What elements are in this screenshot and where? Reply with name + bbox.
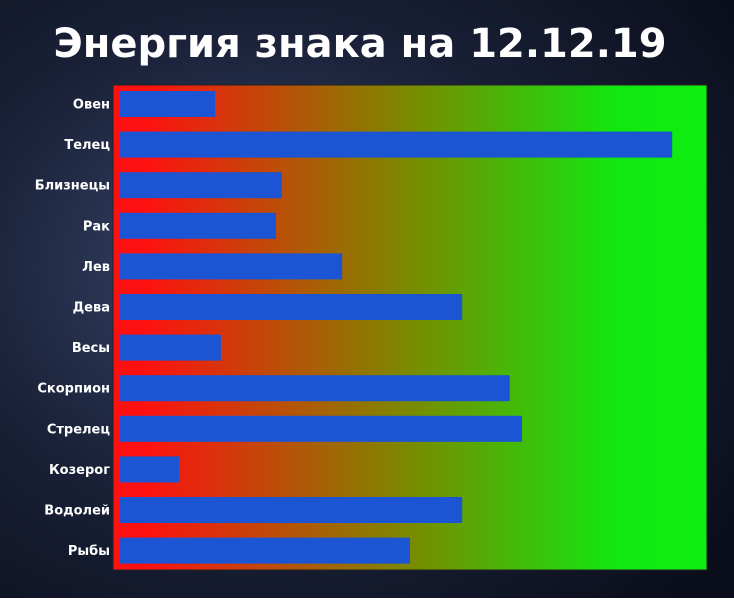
chart-title: Энергия знака на 12.12.19 — [53, 21, 666, 67]
bar — [120, 456, 180, 483]
bar — [120, 415, 522, 442]
bar — [120, 212, 277, 239]
y-tick-label: Козерог — [49, 463, 110, 478]
bar — [120, 537, 410, 564]
y-tick-label: Стрелец — [47, 422, 111, 437]
bar — [120, 172, 282, 199]
y-tick-label: Близнецы — [35, 179, 110, 194]
bar — [120, 375, 510, 402]
y-tick-label: Скорпион — [37, 382, 110, 397]
bar — [120, 131, 673, 158]
y-tick-label: Овен — [73, 98, 110, 113]
y-tick-label: Водолей — [44, 504, 110, 519]
y-tick-label: Дева — [73, 301, 110, 316]
y-tick-label: Лев — [82, 260, 110, 275]
bar — [120, 91, 216, 117]
plot-area — [112, 84, 708, 571]
y-tick-label: Рыбы — [68, 544, 110, 559]
y-tick-label: Рак — [83, 219, 110, 234]
y-tick-label: Телец — [64, 138, 110, 153]
bar — [120, 334, 221, 361]
y-tick-label: Весы — [72, 341, 110, 356]
bar — [120, 497, 463, 523]
bar — [120, 253, 343, 280]
bar — [120, 294, 463, 320]
